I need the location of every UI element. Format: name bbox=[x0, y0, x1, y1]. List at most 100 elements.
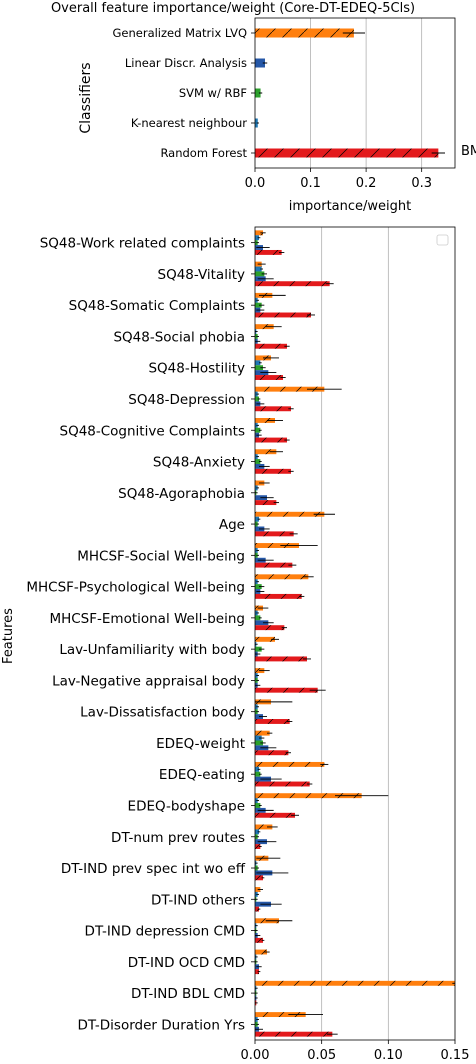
bar-svm-w-rbf-sq48-anxiety bbox=[255, 459, 261, 464]
bar-svm-w-rbf-sq48-work-related-complaints bbox=[255, 240, 258, 246]
bar-k-nearest-neighbour-dt-ind-others bbox=[255, 891, 258, 897]
feature-label: EDEQ-eating bbox=[159, 767, 245, 783]
feature-label: DT-IND others bbox=[151, 892, 245, 908]
bar-svm-w-rbf-sq48-hostility bbox=[255, 365, 263, 371]
feature-label: DT-IND prev spec int wo eff bbox=[61, 861, 246, 877]
bar-hatch-random-forest-dt-num-prev-routes bbox=[255, 844, 261, 849]
bottom-x-tick-label: 0.15 bbox=[441, 1048, 470, 1063]
top-bars bbox=[255, 28, 439, 158]
top-bar-hatch-generalized-matrix-lvq bbox=[255, 28, 354, 38]
feature-label: DT-IND OCD CMD bbox=[128, 955, 245, 971]
bottom-bars bbox=[255, 230, 455, 1037]
bar-hatch-generalized-matrix-lvq-sq48-social-phobia bbox=[255, 324, 274, 330]
top-gridlines bbox=[310, 18, 423, 168]
bar-svm-w-rbf-sq48-cognitive-complaints bbox=[255, 427, 261, 433]
bar-hatch-generalized-matrix-lvq-lav-unfamiliarity-with-body bbox=[255, 636, 275, 642]
bar-hatch-random-forest-lav-dissatisfaction-body bbox=[255, 719, 290, 724]
bar-hatch-random-forest-age bbox=[255, 531, 294, 537]
top-error-bars bbox=[256, 32, 445, 154]
bar-hatch-random-forest-sq48-social-phobia bbox=[255, 343, 287, 349]
bar-hatch-generalized-matrix-lvq-sq48-anxiety bbox=[255, 449, 277, 455]
classifier-importance-panel: Generalized Matrix LVQ Linear Discr. Anal… bbox=[78, 17, 476, 214]
top-category-labels: Generalized Matrix LVQ Linear Discr. Anal… bbox=[112, 26, 255, 160]
feature-label: DT-IND depression CMD bbox=[85, 924, 245, 940]
bar-svm-w-rbf-mhcsf-emotional-well-being bbox=[255, 615, 261, 621]
feature-label: MHCSF-Social Well-being bbox=[77, 548, 245, 564]
bar-hatch-random-forest-sq48-agoraphobia bbox=[255, 500, 277, 506]
bar-hatch-generalized-matrix-lvq-dt-ind-bdl-cmd bbox=[255, 980, 455, 986]
feature-label: Lav-Dissatisfaction body bbox=[80, 705, 245, 721]
bar-svm-w-rbf-sq48-depression bbox=[255, 396, 259, 402]
top-y-axis-label: Classifiers bbox=[78, 62, 94, 133]
bar-k-nearest-neighbour-sq48-work-related-complaints bbox=[255, 235, 259, 241]
bar-k-nearest-neighbour-sq48-vitality bbox=[255, 266, 262, 272]
feature-label: DT-IND BDL CMD bbox=[131, 986, 245, 1002]
top-bar-k-nearest-neighbour bbox=[255, 118, 258, 128]
bottom-y-axis-label: Features bbox=[1, 608, 16, 664]
bar-k-nearest-neighbour-mhcsf-social-well-being bbox=[255, 547, 258, 553]
bar-svm-w-rbf-lav-unfamiliarity-with-body bbox=[255, 646, 262, 652]
feature-label: SQ48-Somatic Complaints bbox=[69, 298, 245, 314]
bar-k-nearest-neighbour-sq48-hostility bbox=[255, 360, 261, 366]
top-bar-linear-discr-analysis bbox=[255, 58, 265, 68]
bar-svm-w-rbf-dt-num-prev-routes bbox=[255, 834, 258, 840]
bar-hatch-generalized-matrix-lvq-dt-disorder-duration-yrs bbox=[255, 1012, 306, 1018]
feature-label: MHCSF-Psychological Well-being bbox=[26, 580, 245, 596]
bar-svm-w-rbf-edeq-eating bbox=[255, 771, 261, 777]
bar-k-nearest-neighbour-age bbox=[255, 516, 259, 522]
bar-hatch-random-forest-edeq-bodyshape bbox=[255, 812, 295, 818]
bar-k-nearest-neighbour-sq48-agoraphobia bbox=[255, 485, 258, 491]
bar-hatch-generalized-matrix-lvq-sq48-cognitive-complaints bbox=[255, 418, 275, 423]
bar-svm-w-rbf-mhcsf-psychological-well-being bbox=[255, 584, 262, 590]
bar-hatch-random-forest-sq48-vitality bbox=[255, 281, 330, 287]
feature-label: SQ48-Depression bbox=[128, 392, 245, 408]
bar-hatch-generalized-matrix-lvq-age bbox=[255, 511, 325, 517]
bar-hatch-generalized-matrix-lvq-edeq-weight bbox=[255, 730, 270, 736]
feature-label: Lav-Negative appraisal body bbox=[52, 673, 245, 689]
bottom-feature-labels: SQ48-Work related complaints SQ48-Vitalit… bbox=[26, 236, 255, 1033]
bottom-axes-frame bbox=[254, 226, 456, 1041]
bottom-x-tick-label: 0.00 bbox=[241, 1048, 270, 1063]
feature-label: DT-Disorder Duration Yrs bbox=[78, 1017, 246, 1033]
bar-svm-w-rbf-sq48-somatic-complaints bbox=[255, 302, 262, 308]
bar-hatch-random-forest-dt-ind-others bbox=[255, 906, 259, 912]
bar-hatch-random-forest-dt-ind-ocd-cmd bbox=[255, 969, 259, 975]
bar-k-nearest-neighbour-mhcsf-emotional-well-being bbox=[255, 610, 258, 616]
bar-svm-w-rbf-dt-disorder-duration-yrs bbox=[255, 1021, 258, 1027]
bar-svm-w-rbf-sq48-social-phobia bbox=[255, 333, 258, 339]
empty-legend-box bbox=[436, 234, 449, 246]
bar-hatch-generalized-matrix-lvq-mhcsf-psychological-well-being bbox=[255, 574, 309, 580]
bar-hatch-random-forest-sq48-somatic-complaints bbox=[255, 312, 311, 318]
feature-label: SQ48-Anxiety bbox=[153, 455, 245, 471]
feature-label: SQ48-Work related complaints bbox=[40, 236, 245, 252]
feature-label: MHCSF-Emotional Well-being bbox=[49, 611, 245, 627]
bar-svm-w-rbf-mhcsf-social-well-being bbox=[255, 552, 258, 558]
bar-svm-w-rbf-edeq-weight bbox=[255, 740, 263, 746]
feature-label: SQ48-Hostility bbox=[148, 361, 245, 377]
feature-label: SQ48-Agoraphobia bbox=[118, 486, 245, 502]
feature-label: SQ48-Vitality bbox=[158, 267, 246, 283]
figure-title: Overall feature importance/weight (Core-… bbox=[51, 1, 415, 16]
top-category-label: Random Forest bbox=[160, 146, 247, 160]
bmi-annotation: BMI bbox=[461, 144, 476, 159]
top-x-tick-label: 0.3 bbox=[411, 176, 432, 191]
bottom-x-ticks: 0.00 0.05 0.10 0.15 bbox=[241, 1040, 470, 1063]
bar-hatch-random-forest-mhcsf-psychological-well-being bbox=[255, 593, 302, 599]
bar-k-nearest-neighbour-edeq-bodyshape bbox=[255, 798, 258, 804]
bar-hatch-generalized-matrix-lvq-edeq-eating bbox=[255, 761, 325, 767]
bar-hatch-random-forest-lav-unfamiliarity-with-body bbox=[255, 656, 307, 662]
top-category-label: SVM w/ RBF bbox=[179, 86, 247, 100]
bottom-error-bars bbox=[255, 232, 455, 1035]
bar-k-nearest-neighbour-dt-num-prev-routes bbox=[255, 829, 259, 835]
feature-importance-panel: SQ48-Work related complaints SQ48-Vitalit… bbox=[1, 226, 470, 1063]
bar-hatch-random-forest-mhcsf-emotional-well-being bbox=[255, 625, 285, 631]
top-x-tick-label: 0.2 bbox=[356, 176, 377, 191]
top-x-ticks: 0.0 0.1 0.2 0.3 bbox=[245, 168, 432, 191]
bar-svm-w-rbf-sq48-vitality bbox=[255, 271, 265, 277]
feature-label: SQ48-Cognitive Complaints bbox=[60, 423, 246, 439]
bar-k-nearest-neighbour-sq48-anxiety bbox=[255, 454, 258, 460]
bar-hatch-random-forest-sq48-depression bbox=[255, 406, 291, 412]
bar-hatch-random-forest-edeq-eating bbox=[255, 781, 310, 787]
bar-svm-w-rbf-edeq-bodyshape bbox=[255, 803, 261, 808]
bar-hatch-generalized-matrix-lvq-dt-num-prev-routes bbox=[255, 824, 273, 830]
